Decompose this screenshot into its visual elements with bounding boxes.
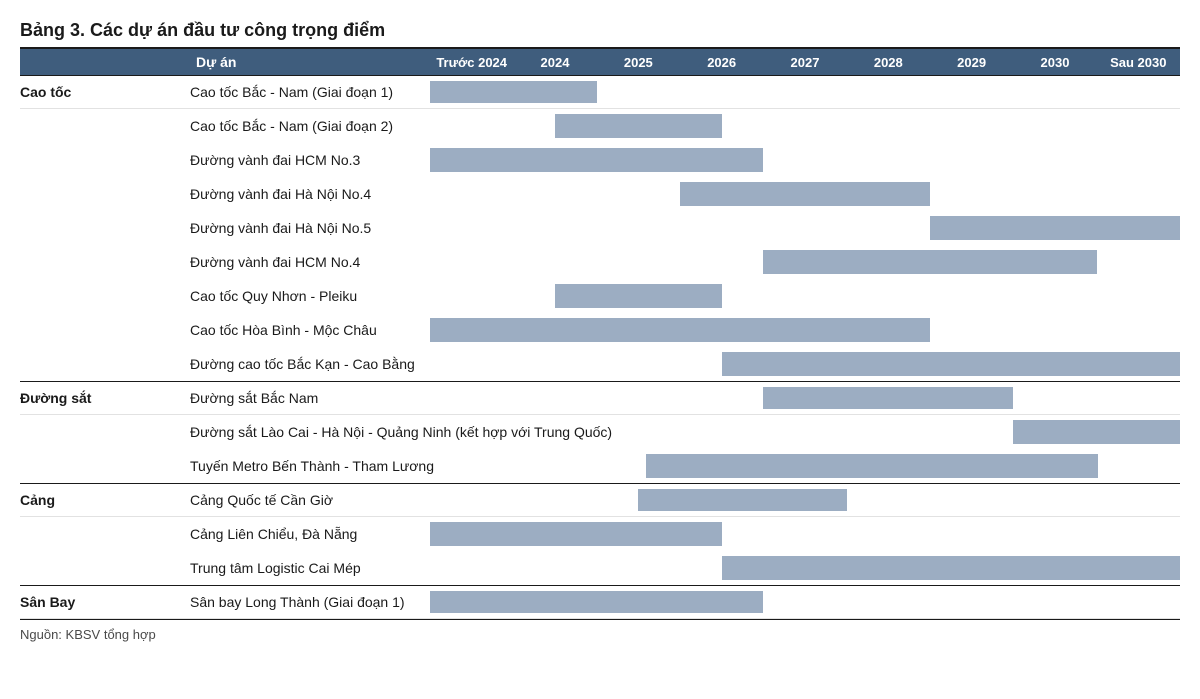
category-cell [20,143,190,177]
bar-area [440,449,1180,483]
gantt-row: Trung tâm Logistic Cai Mép [20,551,1180,585]
gantt-bar [638,489,846,511]
gantt-bar [430,522,722,546]
project-cell: Đường sắt Lào Cai - Hà Nội - Quảng Ninh … [190,415,650,449]
gantt-row: Cao tốc Hòa Bình - Mộc Châu [20,313,1180,347]
project-cell: Đường vành đai HCM No.3 [190,143,430,177]
category-cell: Cảng [20,484,190,516]
project-cell: Cao tốc Bắc - Nam (Giai đoạn 2) [190,109,430,143]
category-cell [20,211,190,245]
source-text: Nguồn: KBSV tổng hợp [20,627,156,642]
category-cell [20,347,190,381]
header-col: 2027 [763,49,846,75]
header-project-label: Dự án [190,49,430,75]
category-cell [20,415,190,449]
category-cell [20,313,190,347]
project-cell: Sân bay Long Thành (Giai đoạn 1) [190,586,430,618]
gantt-row: Sân BaySân bay Long Thành (Giai đoạn 1) [20,585,1180,619]
project-cell: Cao tốc Bắc - Nam (Giai đoạn 1) [190,76,430,108]
gantt-bar [930,216,1180,240]
gantt-row: Đường sắt Lào Cai - Hà Nội - Quảng Ninh … [20,415,1180,449]
gantt-bar [763,250,1096,274]
category-cell [20,279,190,313]
gantt-row: Cảng Liên Chiểu, Đà Nẵng [20,517,1180,551]
header-col: 2030 [1013,49,1096,75]
header-col: 2028 [847,49,930,75]
project-cell: Cao tốc Quy Nhơn - Pleiku [190,279,430,313]
gantt-bar [430,148,763,172]
gantt-row: Tuyến Metro Bến Thành - Tham Lương [20,449,1180,483]
header-col: 2025 [597,49,680,75]
category-cell: Cao tốc [20,76,190,108]
footer: Nguồn: KBSV tổng hợp [20,619,1180,642]
category-cell [20,517,190,551]
bar-area [430,245,1180,279]
gantt-bar [680,182,930,206]
project-cell: Tuyến Metro Bến Thành - Tham Lương [190,449,440,483]
category-cell [20,109,190,143]
gantt-row: Đường vành đai Hà Nội No.4 [20,177,1180,211]
gantt-bar [763,387,1013,409]
category-cell: Đường sắt [20,382,190,414]
rows-container: Cao tốcCao tốc Bắc - Nam (Giai đoạn 1)Ca… [20,75,1180,619]
project-cell: Đường cao tốc Bắc Kạn - Cao Bằng [190,347,430,381]
project-cell: Đường vành đai Hà Nội No.5 [190,211,430,245]
gantt-bar [722,352,1180,376]
gantt-row: Đường vành đai HCM No.4 [20,245,1180,279]
project-cell: Đường vành đai Hà Nội No.4 [190,177,430,211]
gantt-bar [1013,420,1180,444]
header-col: 2026 [680,49,763,75]
category-cell [20,449,190,483]
gantt-row: Đường vành đai Hà Nội No.5 [20,211,1180,245]
category-cell: Sân Bay [20,586,190,618]
project-cell: Trung tâm Logistic Cai Mép [190,551,430,585]
bar-area [430,211,1180,245]
gantt-chart: Dự án Trước 2024202420252026202720282029… [20,47,1180,642]
bar-area [430,279,1180,313]
gantt-bar [430,591,763,613]
gantt-row: Cao tốcCao tốc Bắc - Nam (Giai đoạn 1) [20,75,1180,109]
bar-area [430,551,1180,585]
gantt-bar [555,284,722,308]
header-col: 2024 [513,49,596,75]
bar-area [430,484,1180,516]
gantt-row: Cao tốc Bắc - Nam (Giai đoạn 2) [20,109,1180,143]
bar-area [430,177,1180,211]
bar-area [430,313,1180,347]
gantt-row: Cao tốc Quy Nhơn - Pleiku [20,279,1180,313]
project-cell: Cao tốc Hòa Bình - Mộc Châu [190,313,430,347]
category-cell [20,551,190,585]
header-category-spacer [20,49,190,75]
bar-area [430,586,1180,618]
project-cell: Cảng Quốc tế Cần Giờ [190,484,430,516]
header-col: Sau 2030 [1097,49,1180,75]
project-cell: Đường vành đai HCM No.4 [190,245,430,279]
gantt-bar [646,454,1098,478]
gantt-bar [430,81,597,103]
header-col: Trước 2024 [430,49,513,75]
bar-area [430,109,1180,143]
header-col: 2029 [930,49,1013,75]
bar-area [430,382,1180,414]
gantt-bar [555,114,722,138]
bar-area [430,347,1180,381]
gantt-row: Đường cao tốc Bắc Kạn - Cao Bằng [20,347,1180,381]
bar-area [430,143,1180,177]
chart-title: Bảng 3. Các dự án đầu tư công trọng điểm [20,20,1180,41]
project-cell: Cảng Liên Chiểu, Đà Nẵng [190,517,430,551]
category-cell [20,177,190,211]
project-cell: Đường sắt Bắc Nam [190,382,430,414]
gantt-row: CảngCảng Quốc tế Cần Giờ [20,483,1180,517]
gantt-bar [430,318,930,342]
bar-area [430,517,1180,551]
bar-area [650,415,1180,449]
header-row: Dự án Trước 2024202420252026202720282029… [20,47,1180,75]
bar-area [430,76,1180,108]
category-cell [20,245,190,279]
header-columns: Trước 20242024202520262027202820292030Sa… [430,49,1180,75]
gantt-bar [722,556,1180,580]
gantt-row: Đường vành đai HCM No.3 [20,143,1180,177]
gantt-row: Đường sắtĐường sắt Bắc Nam [20,381,1180,415]
